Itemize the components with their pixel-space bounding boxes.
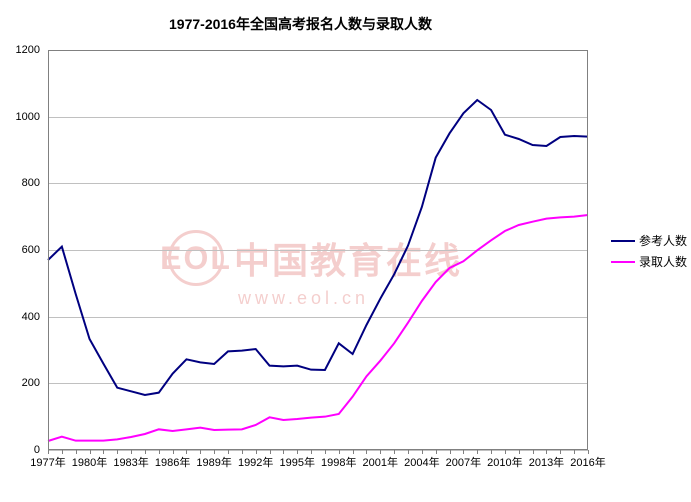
x-tick-mark (436, 450, 437, 454)
x-tick-mark (380, 450, 381, 454)
x-tick-mark (394, 450, 395, 454)
x-tick-mark (200, 450, 201, 454)
x-tick-mark (103, 450, 104, 454)
x-tick-mark (574, 450, 575, 454)
legend-item-applicants: 参考人数 (611, 232, 687, 249)
x-tick-mark (463, 450, 464, 454)
x-tick-mark (325, 450, 326, 454)
legend-label-admitted: 录取人数 (639, 253, 687, 270)
x-tick-mark (339, 450, 340, 454)
x-tick-mark (297, 450, 298, 454)
x-tick-mark (491, 450, 492, 454)
x-tick-label: 1992年 (238, 454, 273, 470)
x-tick-label: 1995年 (279, 454, 314, 470)
x-tick-mark (48, 450, 49, 454)
chart-container: 1977-2016年全国高考报名人数与录取人数 EOL 中国教育在线 www.e… (0, 0, 691, 502)
x-tick-mark (533, 450, 534, 454)
x-tick-mark (283, 450, 284, 454)
x-tick-mark (519, 450, 520, 454)
y-tick-label: 800 (0, 177, 40, 189)
x-tick-mark (366, 450, 367, 454)
x-tick-mark (505, 450, 506, 454)
x-tick-mark (422, 450, 423, 454)
x-tick-label: 2016年 (570, 454, 605, 470)
x-tick-label: 2010年 (487, 454, 522, 470)
x-tick-mark (186, 450, 187, 454)
x-tick-label: 1977年 (30, 454, 65, 470)
x-tick-mark (477, 450, 478, 454)
x-tick-mark (76, 450, 77, 454)
y-tick-label: 1000 (0, 111, 40, 123)
y-tick-label: 1200 (0, 44, 40, 56)
x-tick-mark (214, 450, 215, 454)
x-tick-mark (353, 450, 354, 454)
x-tick-mark (173, 450, 174, 454)
x-tick-mark (560, 450, 561, 454)
x-tick-mark (450, 450, 451, 454)
x-tick-label: 2013年 (529, 454, 564, 470)
x-tick-mark (256, 450, 257, 454)
x-tick-mark (242, 450, 243, 454)
y-tick-label: 400 (0, 311, 40, 323)
x-tick-mark (145, 450, 146, 454)
y-tick-label: 600 (0, 244, 40, 256)
x-tick-mark (62, 450, 63, 454)
gridline (48, 450, 588, 451)
x-tick-label: 2001年 (363, 454, 398, 470)
plot-border (48, 50, 588, 450)
legend-label-applicants: 参考人数 (639, 232, 687, 249)
x-tick-mark (588, 450, 589, 454)
x-tick-mark (131, 450, 132, 454)
legend-item-admitted: 录取人数 (611, 253, 687, 270)
x-tick-mark (228, 450, 229, 454)
legend-swatch-admitted (611, 261, 635, 263)
x-tick-label: 1983年 (113, 454, 148, 470)
x-tick-label: 2004年 (404, 454, 439, 470)
x-tick-label: 1998年 (321, 454, 356, 470)
x-tick-label: 1980年 (72, 454, 107, 470)
plot-area: EOL 中国教育在线 www.eol.cn 020040060080010001… (48, 50, 588, 450)
x-tick-mark (159, 450, 160, 454)
x-tick-label: 1989年 (196, 454, 231, 470)
chart-title: 1977-2016年全国高考报名人数与录取人数 (0, 14, 601, 34)
legend: 参考人数 录取人数 (611, 228, 687, 274)
x-tick-mark (311, 450, 312, 454)
x-tick-mark (408, 450, 409, 454)
x-tick-label: 2007年 (446, 454, 481, 470)
y-tick-label: 200 (0, 377, 40, 389)
x-tick-mark (90, 450, 91, 454)
x-tick-mark (546, 450, 547, 454)
legend-swatch-applicants (611, 240, 635, 242)
x-tick-mark (117, 450, 118, 454)
x-tick-mark (270, 450, 271, 454)
x-tick-label: 1986年 (155, 454, 190, 470)
